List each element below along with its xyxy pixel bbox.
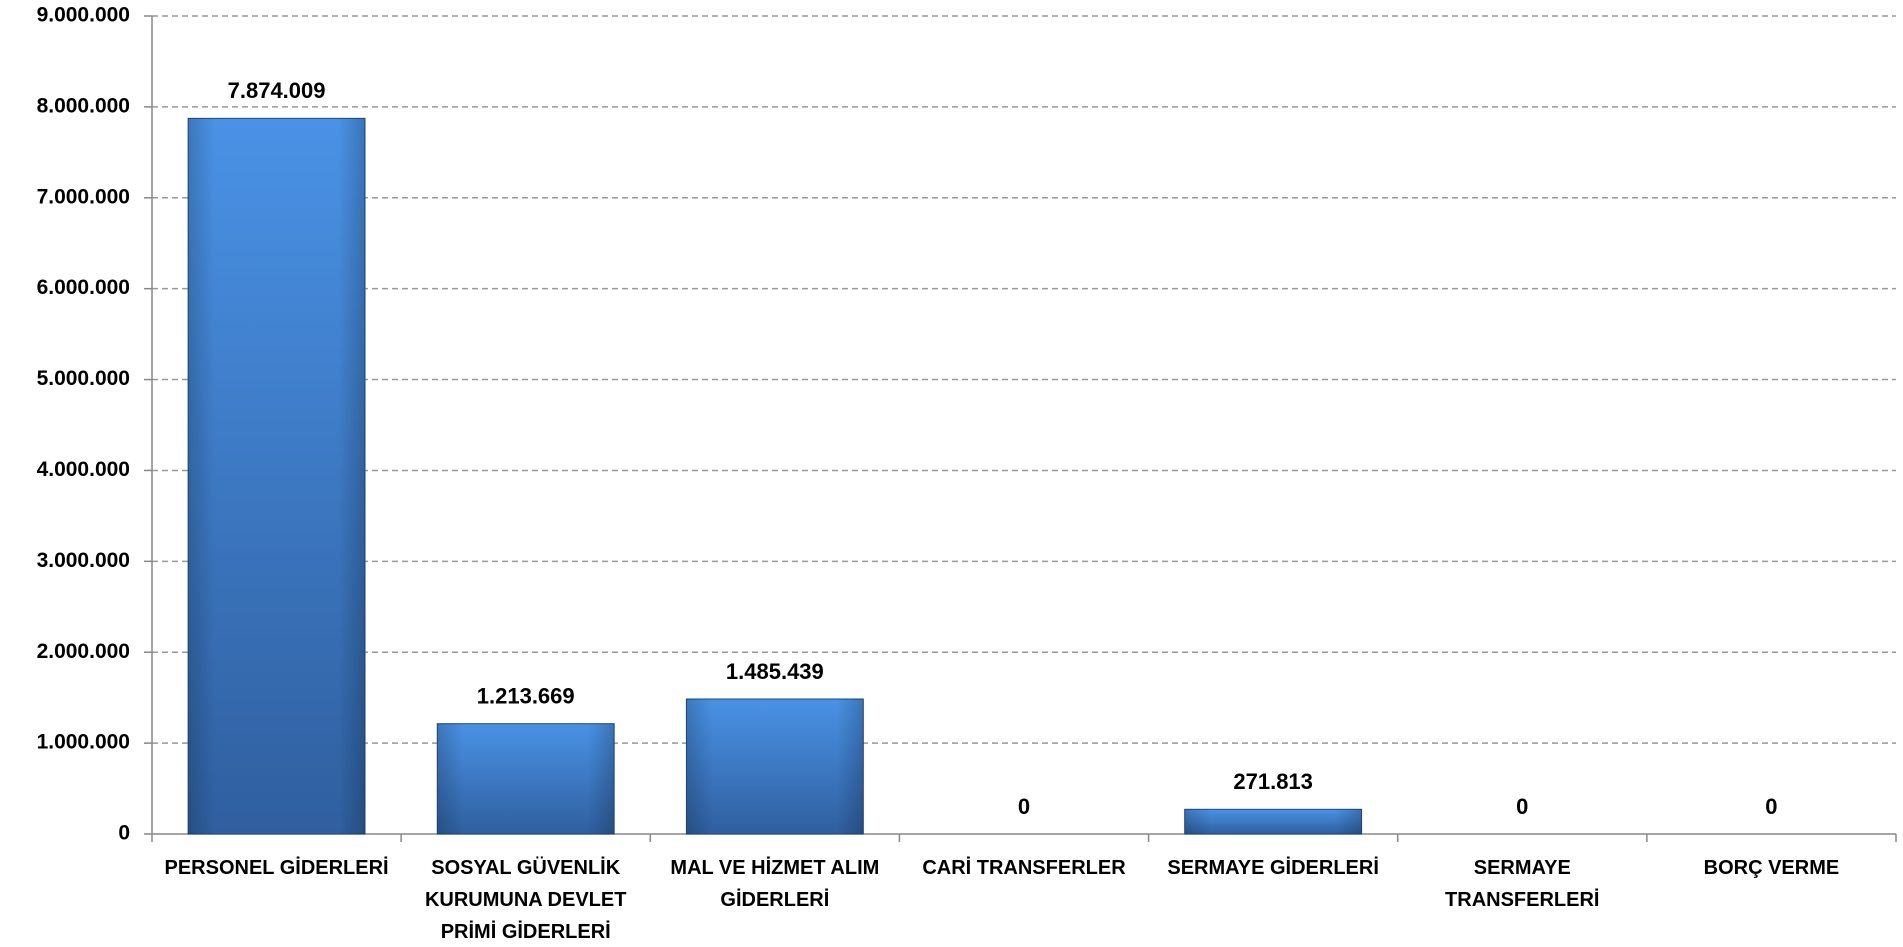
y-tick-label: 7.000.000	[37, 185, 130, 208]
y-tick-label: 2.000.000	[37, 640, 130, 663]
bar-shade	[686, 698, 864, 834]
y-tick-label: 0	[118, 822, 130, 845]
y-tick-label: 9.000.000	[37, 4, 130, 27]
data-label: 1.485.439	[726, 659, 824, 684]
x-tick-label: SERMAYE TRANSFERLERİ	[1445, 857, 1600, 911]
bar-shade	[188, 118, 366, 834]
y-tick-label: 6.000.000	[37, 276, 130, 299]
y-tick-label: 8.000.000	[37, 94, 130, 117]
x-tick-label: SOSYAL GÜVENLİK KURUMUNA DEVLET PRİMİ Gİ…	[424, 857, 627, 943]
x-tick-label: BORÇ VERME	[1703, 857, 1840, 879]
bar-shade	[437, 723, 615, 834]
y-tick-label: 5.000.000	[37, 367, 130, 390]
data-label: 0	[1765, 794, 1777, 819]
data-label: 1.213.669	[477, 684, 575, 709]
data-label: 0	[1018, 794, 1030, 819]
y-tick-label: 3.000.000	[37, 549, 130, 572]
y-tick-label: 4.000.000	[37, 458, 130, 481]
x-tick-label: SERMAYE GİDERLERİ	[1167, 857, 1379, 879]
x-tick-label: PERSONEL GİDERLERİ	[164, 857, 389, 879]
data-label: 0	[1516, 794, 1528, 819]
x-tick-label: MAL VE HİZMET ALIM GİDERLERİ	[670, 857, 880, 911]
y-tick-label: 1.000.000	[37, 731, 130, 754]
x-tick-label: CARİ TRANSFERLER	[922, 857, 1126, 879]
bar-shade	[1184, 809, 1362, 834]
data-label: 271.813	[1233, 769, 1313, 794]
data-label: 7.874.009	[228, 78, 326, 103]
